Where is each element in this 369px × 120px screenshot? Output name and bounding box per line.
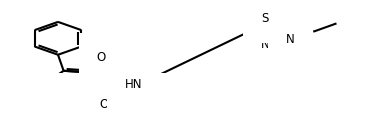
Text: N: N bbox=[261, 38, 269, 51]
Text: O: O bbox=[99, 99, 108, 111]
Text: N: N bbox=[286, 33, 295, 46]
Text: S: S bbox=[261, 12, 269, 25]
Text: O: O bbox=[97, 51, 106, 64]
Text: HN: HN bbox=[125, 78, 142, 91]
